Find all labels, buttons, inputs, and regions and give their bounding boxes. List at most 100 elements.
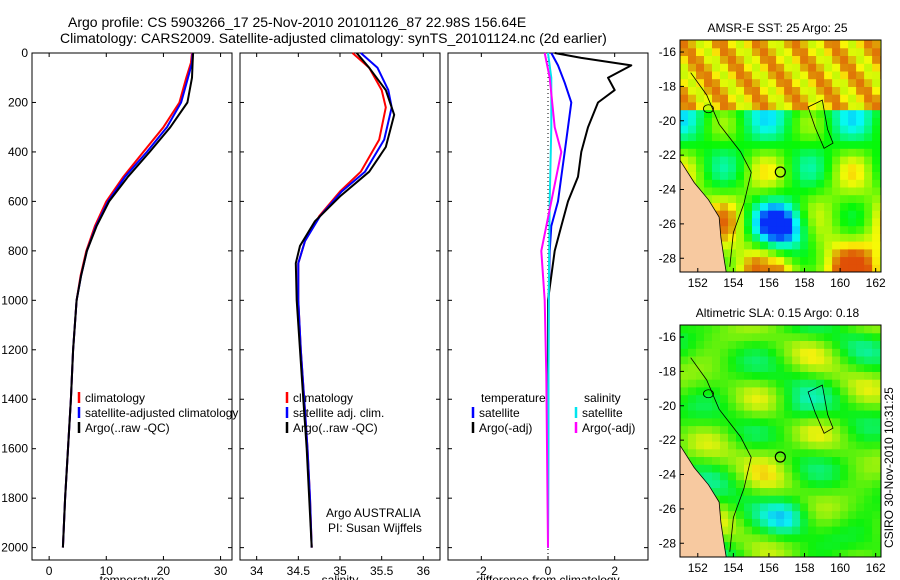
sla_map-cell bbox=[784, 502, 793, 512]
sst_map-contour-reef bbox=[807, 99, 834, 149]
sst_map-cell bbox=[840, 148, 849, 157]
sst_map-cell bbox=[816, 101, 825, 111]
sla_map-cell bbox=[712, 487, 721, 496]
sst_map-cell bbox=[688, 171, 697, 180]
sst_map-cell bbox=[832, 117, 841, 126]
sst_map-cell bbox=[744, 210, 753, 219]
sst_map-cell bbox=[704, 63, 713, 72]
sla_map-cell bbox=[752, 448, 761, 457]
sst_map-cell bbox=[776, 163, 785, 172]
sla_map-cell bbox=[704, 433, 713, 442]
sla_map-title: Altimetric SLA: 0.15 Argo: 0.18 bbox=[696, 306, 860, 320]
sla_map-cell bbox=[856, 448, 865, 457]
sla_map-cell bbox=[792, 325, 801, 334]
sla_map-cell bbox=[688, 394, 697, 403]
sst_map-cell bbox=[872, 186, 881, 196]
sst_map-cell bbox=[832, 109, 841, 118]
sst_map-cell bbox=[720, 63, 729, 72]
sla_map-cell bbox=[720, 386, 729, 396]
sla_map-cell bbox=[728, 410, 737, 419]
sla_map-ytick-label: -22 bbox=[659, 433, 677, 447]
sst_map-cell bbox=[816, 202, 825, 211]
sst_map-cell bbox=[736, 94, 745, 103]
sst_map-cell bbox=[792, 248, 801, 258]
sst_map-cell bbox=[704, 109, 713, 118]
sla_map-cell bbox=[704, 371, 713, 380]
sst_map-cell bbox=[704, 148, 713, 157]
temp-series-2 bbox=[61, 52, 195, 548]
sla_map-cell bbox=[872, 495, 881, 504]
sla_map-cell bbox=[840, 348, 849, 357]
sst_map-cell bbox=[760, 94, 769, 103]
sst_map-cell bbox=[728, 132, 737, 142]
sla_map-cell bbox=[816, 456, 825, 465]
sla_map-cell bbox=[864, 464, 873, 473]
sla_map-cell bbox=[792, 410, 801, 419]
sla_map-cell bbox=[680, 325, 689, 326]
sst_map-cell bbox=[792, 70, 801, 80]
sla_map-cell bbox=[720, 441, 729, 450]
sla_map-cell bbox=[792, 371, 801, 380]
sla_map-cell bbox=[776, 402, 785, 411]
sst_map-cell bbox=[728, 47, 737, 56]
sst_map-cell bbox=[872, 171, 881, 180]
sst_map-cell bbox=[840, 109, 849, 118]
sst_map-cell bbox=[752, 171, 761, 180]
sst_map-cell bbox=[856, 78, 865, 87]
sst_map-cell bbox=[696, 148, 705, 157]
sla_map-cell bbox=[872, 332, 881, 341]
sla_map-cell bbox=[792, 526, 801, 535]
sst_map-cell bbox=[728, 210, 737, 219]
sla_map-cell bbox=[840, 526, 849, 535]
sst_map-cell bbox=[832, 55, 841, 64]
sst_map-cell bbox=[744, 248, 753, 258]
sla_map-cell bbox=[808, 340, 817, 349]
sst_map-cell bbox=[792, 140, 801, 149]
sla_map-cell bbox=[856, 533, 865, 543]
sla_map-cell bbox=[856, 325, 865, 334]
sst_map-cell bbox=[752, 194, 761, 203]
sst_map-cell bbox=[784, 148, 793, 157]
sst_map-cell bbox=[744, 171, 753, 180]
sla_map-cell bbox=[816, 379, 825, 388]
sla_map-cell bbox=[840, 479, 849, 488]
sst_map-cell bbox=[848, 264, 857, 272]
sst_map-cell bbox=[808, 40, 817, 49]
temp-xtick-label: 20 bbox=[157, 564, 171, 578]
sst_map-cell bbox=[824, 125, 833, 134]
sst_map-cell bbox=[784, 140, 793, 149]
sst_map-xtick-label: 154 bbox=[723, 276, 743, 290]
sst_map-cell bbox=[768, 171, 777, 180]
sla_map-cell bbox=[768, 479, 777, 488]
sst_map-cell bbox=[824, 179, 833, 188]
sla_map-cell bbox=[840, 379, 849, 388]
sla_map-cell bbox=[680, 433, 689, 442]
sla_map-cell bbox=[832, 456, 841, 465]
sla_map-cell bbox=[808, 433, 817, 442]
sst_map-cell bbox=[768, 125, 777, 134]
sst_map-cell bbox=[784, 171, 793, 180]
temp-frame bbox=[31, 52, 233, 561]
sst_map-cell bbox=[848, 171, 857, 180]
sst_map-cell bbox=[824, 210, 833, 219]
sla_map-cell bbox=[800, 487, 809, 496]
sla_map-cell bbox=[800, 348, 809, 357]
sst_map-ytick-label: -20 bbox=[659, 114, 677, 128]
sst_map-cell bbox=[800, 148, 809, 157]
sst_map-cell bbox=[704, 125, 713, 134]
sst_map-cell bbox=[776, 156, 785, 165]
sla_map-cell bbox=[760, 487, 769, 496]
sst_map-cell bbox=[800, 70, 809, 80]
sst_map-cell bbox=[720, 156, 729, 165]
sst_map-cell bbox=[736, 40, 745, 49]
sla_map-cell bbox=[728, 471, 737, 481]
sst_map-cell bbox=[768, 117, 777, 126]
sst_map-cell bbox=[768, 202, 777, 211]
sla_map-cell bbox=[856, 332, 865, 341]
sst_map-cell bbox=[808, 109, 817, 118]
sla_map-cell bbox=[792, 433, 801, 442]
sla_map-cell bbox=[760, 456, 769, 465]
sla_map-cell bbox=[752, 502, 761, 512]
sla_map-cell bbox=[792, 363, 801, 372]
sla_map-cell bbox=[728, 348, 737, 357]
